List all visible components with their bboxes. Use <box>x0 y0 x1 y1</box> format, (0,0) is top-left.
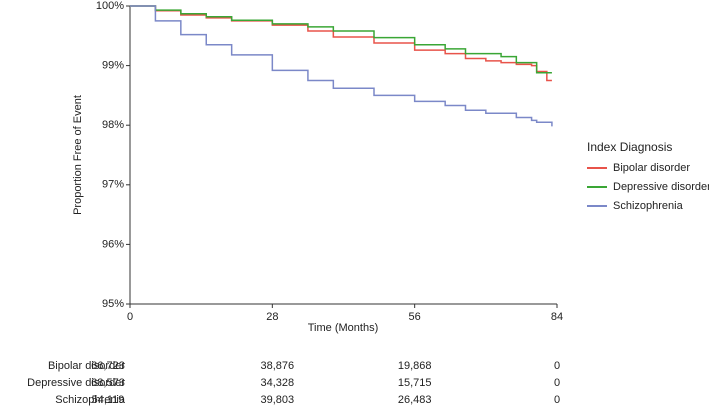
risk-count: 0 <box>554 360 560 372</box>
risk-row-label: Schizophrenia <box>55 394 126 406</box>
x-axis-label: Time (Months) <box>308 322 379 334</box>
legend-label: Schizophrenia <box>613 200 684 212</box>
y-tick-label: 97% <box>102 179 124 191</box>
risk-count: 0 <box>554 394 560 406</box>
x-tick-label: 84 <box>551 311 563 323</box>
risk-count: 19,868 <box>398 360 432 372</box>
x-tick-label: 28 <box>266 311 278 323</box>
y-tick-label: 100% <box>96 0 124 12</box>
risk-count: 15,715 <box>398 377 432 389</box>
y-tick-label: 95% <box>102 298 124 310</box>
x-tick-label: 0 <box>127 311 133 323</box>
risk-count: 0 <box>554 377 560 389</box>
survival-curve <box>130 5 552 74</box>
legend-title: Index Diagnosis <box>587 140 672 154</box>
survival-curve <box>130 5 553 127</box>
risk-count: 66,723 <box>91 360 125 372</box>
risk-count: 68,573 <box>91 377 125 389</box>
risk-count: 39,803 <box>261 394 295 406</box>
legend-label: Bipolar disorder <box>613 162 690 174</box>
y-tick-label: 98% <box>102 119 124 131</box>
risk-count: 54,119 <box>92 394 125 406</box>
risk-count: 34,328 <box>261 377 295 389</box>
y-tick-label: 96% <box>102 238 124 250</box>
risk-row-label: Depressive disorder <box>27 377 125 389</box>
x-tick-label: 56 <box>409 311 421 323</box>
y-tick-label: 99% <box>102 60 124 72</box>
risk-row-label: Bipolar disorder <box>48 360 125 372</box>
legend-label: Depressive disorder <box>613 181 709 193</box>
risk-count: 26,483 <box>398 394 432 406</box>
risk-count: 38,876 <box>261 360 295 372</box>
survival-curve <box>130 5 552 82</box>
y-axis-label: Proportion Free of Event <box>72 95 84 215</box>
